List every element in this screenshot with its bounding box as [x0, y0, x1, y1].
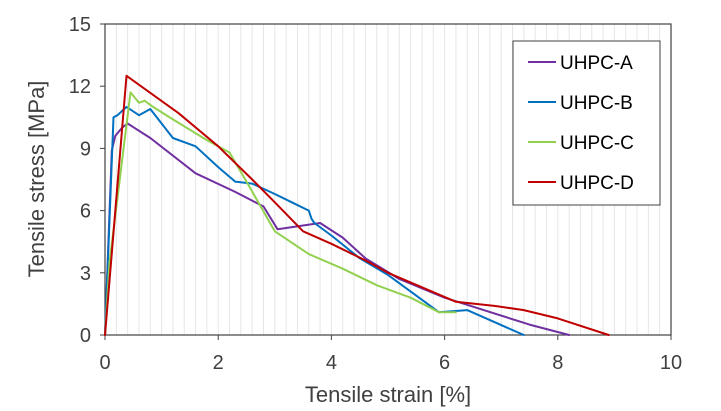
- x-tick-label: 4: [326, 352, 337, 374]
- y-axis-title: Tensile stress [MPa]: [24, 81, 49, 278]
- y-tick-label: 15: [69, 14, 91, 36]
- y-tick-label: 3: [80, 263, 91, 285]
- ticks-layer: 0 2 4 6 8 10 0 3 6 9 12 15: [69, 14, 682, 374]
- legend: UHPC-A UHPC-B UHPC-C UHPC-D: [512, 40, 661, 206]
- series-line-uhpc-c: [104, 91, 457, 336]
- x-tick-label: 2: [213, 352, 224, 374]
- legend-label-uhpc-a: UHPC-A: [560, 53, 633, 74]
- series-line-uhpc-a: [104, 122, 571, 336]
- x-tick-label: 10: [660, 352, 682, 374]
- legend-label-uhpc-c: UHPC-C: [560, 133, 634, 154]
- grid-layer: [115, 24, 661, 335]
- x-axis-title: Tensile strain [%]: [305, 382, 471, 407]
- x-tick-label: 8: [552, 352, 563, 374]
- series-line-uhpc-d: [104, 74, 610, 336]
- y-tick-label: 6: [80, 201, 91, 223]
- y-tick-label: 9: [80, 138, 91, 160]
- x-tick-label: 6: [439, 352, 450, 374]
- y-tick-label: 12: [69, 76, 91, 98]
- x-tick-label: 0: [99, 352, 110, 374]
- plot-frame: [104, 23, 672, 336]
- series-layer: [104, 74, 610, 336]
- axes-layer: [104, 23, 672, 336]
- y-tick-label: 0: [80, 325, 91, 347]
- legend-box: [512, 40, 661, 206]
- legend-label-uhpc-d: UHPC-D: [560, 173, 634, 194]
- legend-label-uhpc-b: UHPC-B: [560, 93, 633, 114]
- series-line-uhpc-b: [104, 105, 525, 336]
